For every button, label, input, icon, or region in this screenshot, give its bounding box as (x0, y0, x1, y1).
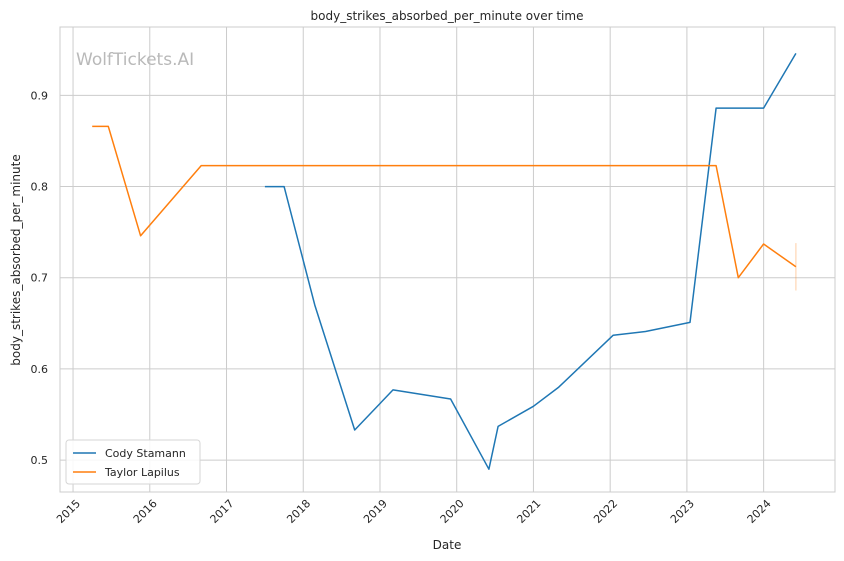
data-point (715, 107, 717, 109)
data-point (571, 165, 573, 167)
y-tick-label: 0.7 (31, 272, 49, 285)
data-point (341, 165, 343, 167)
data-point (264, 165, 266, 167)
legend: Cody Stamann Taylor Lapilus (65, 439, 201, 485)
data-point (612, 334, 614, 336)
data-point (648, 165, 650, 167)
data-point (795, 53, 797, 55)
data-point (795, 266, 797, 268)
data-point (645, 331, 647, 333)
data-point (686, 165, 688, 167)
data-point (418, 165, 420, 167)
watermark: WolfTickets.AI (76, 50, 194, 70)
data-point (533, 405, 535, 407)
data-point (354, 429, 356, 431)
data-point (200, 165, 202, 167)
series-line-1 (92, 125, 797, 279)
data-point (689, 322, 691, 324)
y-tick-label: 0.6 (31, 363, 49, 376)
data-point (314, 304, 316, 306)
legend-label: Cody Stamann (105, 447, 186, 460)
data-point (283, 186, 285, 188)
data-point (264, 186, 266, 188)
data-point (763, 243, 765, 245)
grid (60, 27, 835, 492)
y-tick-label: 0.9 (31, 89, 49, 102)
data-point (450, 398, 452, 400)
data-point (738, 277, 740, 279)
data-point (91, 126, 93, 128)
data-point (497, 426, 499, 428)
data-point (558, 386, 560, 388)
series-line-0 (264, 53, 797, 470)
chart-title: body_strikes_absorbed_per_minute over ti… (311, 9, 584, 23)
y-tick-label: 0.5 (31, 454, 49, 467)
series-layer (91, 53, 797, 470)
y-axis-label: body_strikes_absorbed_per_minute (9, 154, 23, 365)
data-point (140, 235, 142, 237)
legend-label: Taylor Lapilus (104, 466, 180, 479)
data-point (734, 107, 736, 109)
y-axis: 0.5 0.6 0.7 0.8 0.9 (31, 89, 49, 467)
x-axis-label: Date (433, 538, 462, 552)
data-point (715, 165, 717, 167)
data-point (108, 126, 110, 128)
data-point (488, 468, 490, 470)
legend-box (65, 439, 201, 485)
data-point (392, 389, 394, 391)
y-tick-label: 0.8 (31, 181, 49, 194)
x-axis: 2015 2016 2017 2018 2019 2020 2021 2022 2023 2024 (54, 497, 774, 526)
data-point (763, 107, 765, 109)
data-point (494, 165, 496, 167)
plot-frame (59, 26, 836, 493)
